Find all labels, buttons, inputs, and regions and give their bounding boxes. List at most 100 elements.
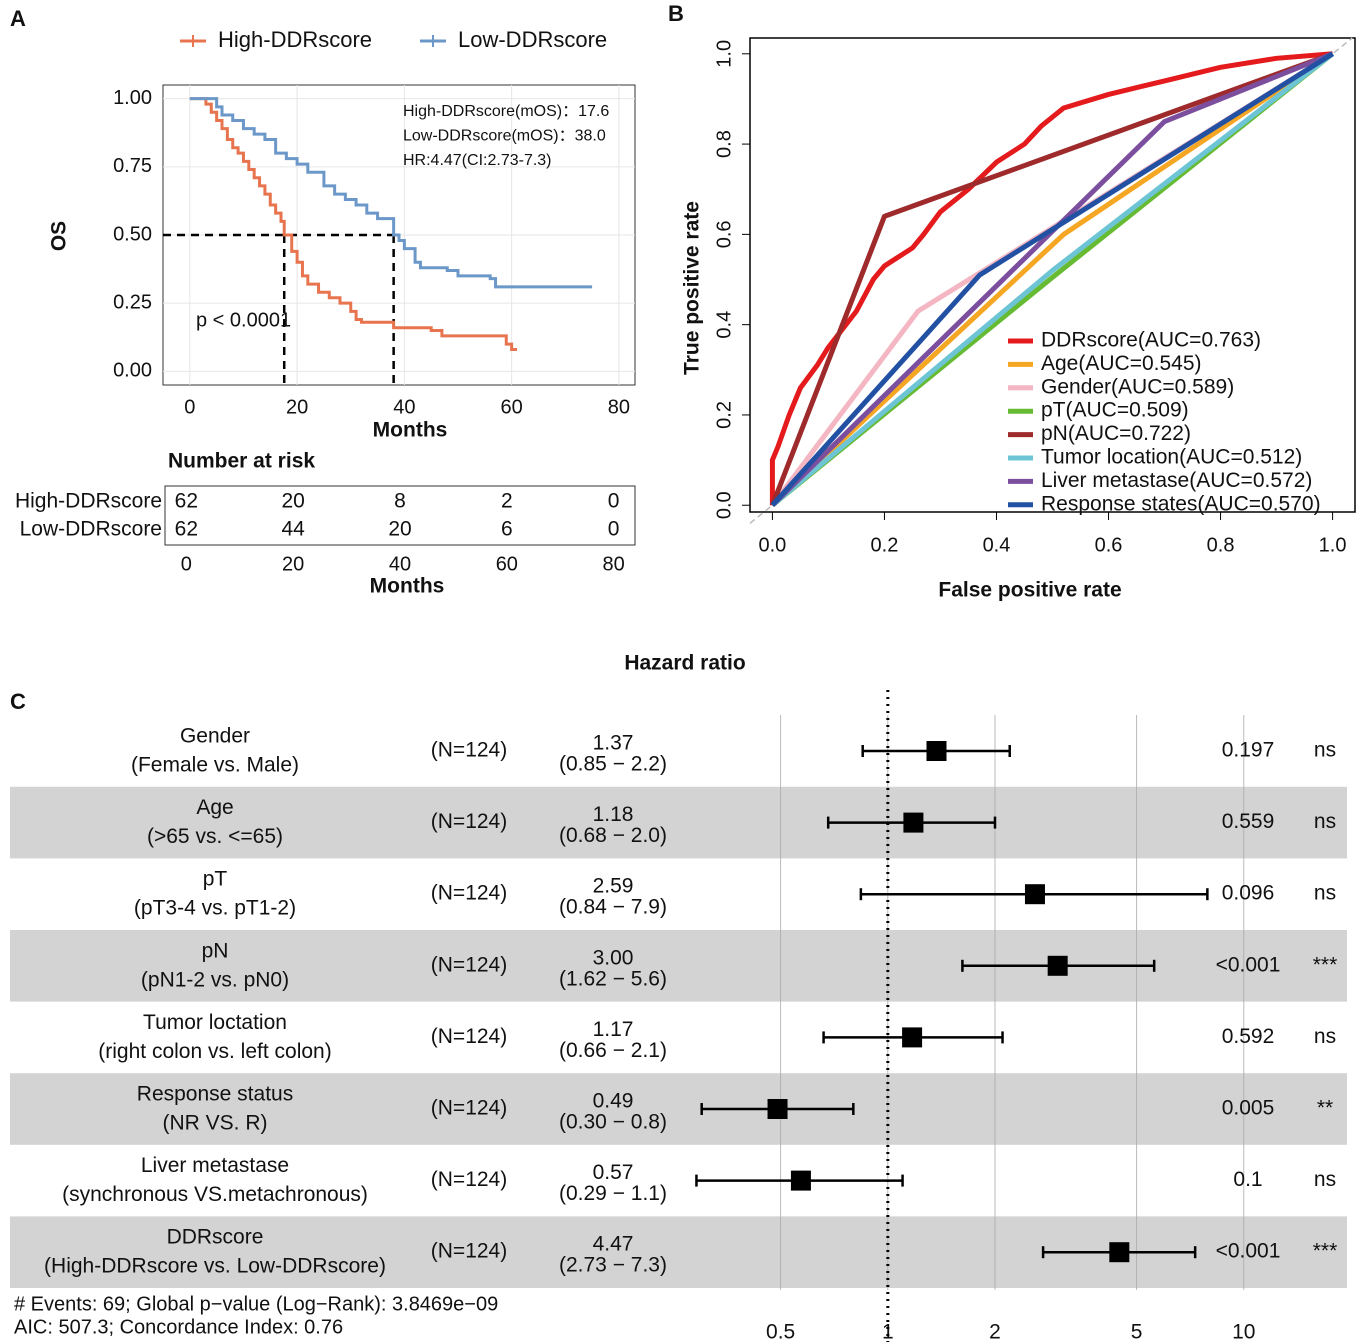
risk-row-name: High-DDRscore bbox=[15, 490, 162, 513]
hr-label: 1.17 bbox=[593, 1018, 634, 1041]
row-label: (pN1-2 vs. pN0) bbox=[141, 968, 289, 991]
x-axis-label: Months bbox=[370, 575, 445, 598]
risk-title: Number at risk bbox=[168, 450, 315, 473]
risk-count: 0 bbox=[608, 518, 620, 541]
row-label: (>65 vs. <=65) bbox=[147, 825, 283, 848]
annotation: Low-DDRscore(mOS)：38.0 bbox=[403, 128, 606, 145]
n-label: (N=124) bbox=[431, 1168, 507, 1191]
row-label: (Female vs. Male) bbox=[131, 754, 299, 777]
p-label: 0.559 bbox=[1222, 810, 1275, 833]
x-axis-label: False positive rate bbox=[938, 579, 1121, 602]
risk-count: 6 bbox=[501, 518, 513, 541]
x-tick-label: 10 bbox=[1232, 1321, 1255, 1342]
sig-label: ns bbox=[1314, 882, 1336, 905]
x-tick-label: 0.0 bbox=[759, 534, 787, 556]
annotation: High-DDRscore(mOS)：17.6 bbox=[403, 103, 609, 120]
sig-label: ns bbox=[1314, 1025, 1336, 1048]
legend-label: Liver metastase(AUC=0.572) bbox=[1041, 469, 1312, 492]
footer: # Events: 69; Global p−value (Log−Rank):… bbox=[14, 1293, 498, 1315]
ci-label: (1.62 − 5.6) bbox=[559, 967, 667, 990]
ci-label: (0.84 − 7.9) bbox=[559, 896, 667, 919]
x-tick-label: 5 bbox=[1131, 1321, 1143, 1342]
row-label: (NR VS. R) bbox=[163, 1112, 268, 1135]
y-tick-label: 0.8 bbox=[713, 130, 735, 158]
annotation: HR:4.47(CI:2.73-7.3) bbox=[403, 152, 552, 169]
n-label: (N=124) bbox=[431, 739, 507, 762]
y-tick-label: 1.0 bbox=[713, 40, 735, 68]
n-label: (N=124) bbox=[431, 810, 507, 833]
p-label: 0.592 bbox=[1222, 1025, 1275, 1048]
risk-count: 44 bbox=[282, 518, 306, 541]
hr-label: 4.47 bbox=[593, 1233, 634, 1256]
hr-point bbox=[767, 1099, 788, 1119]
x-tick-label: 1.0 bbox=[1319, 534, 1347, 556]
n-label: (N=124) bbox=[431, 1240, 507, 1263]
row-label: (right colon vs. left colon) bbox=[98, 1040, 331, 1063]
risk-table bbox=[164, 485, 636, 546]
x-tick-label: 0 bbox=[181, 553, 192, 575]
risk-count: 20 bbox=[388, 518, 411, 541]
x-tick-label: 0 bbox=[184, 396, 195, 418]
risk-count: 62 bbox=[175, 518, 198, 541]
x-tick-label: 60 bbox=[501, 396, 523, 418]
legend-label: Tumor location(AUC=0.512) bbox=[1041, 446, 1302, 469]
risk-row-name: Low-DDRscore bbox=[20, 518, 162, 541]
forest-title: Hazard ratio bbox=[624, 652, 745, 675]
survival-curve bbox=[189, 97, 517, 352]
legend-label: DDRscore(AUC=0.763) bbox=[1041, 329, 1261, 352]
hr-point bbox=[903, 812, 924, 833]
hr-point bbox=[926, 741, 947, 761]
y-tick-label: 0.25 bbox=[113, 291, 152, 313]
y-axis-label: OS bbox=[48, 221, 71, 251]
legend-label: Gender(AUC=0.589) bbox=[1041, 375, 1234, 398]
x-tick-label: 0.5 bbox=[766, 1321, 795, 1342]
sig-label: ** bbox=[1317, 1097, 1333, 1120]
panel-label: C bbox=[10, 689, 26, 714]
legend-label: High-DDRscore bbox=[218, 27, 372, 52]
hr-label: 3.00 bbox=[593, 946, 634, 969]
roc-curve bbox=[770, 51, 1334, 508]
ci-label: (2.73 − 7.3) bbox=[559, 1254, 667, 1277]
roc-curve bbox=[770, 51, 1334, 508]
x-tick-label: 20 bbox=[286, 396, 308, 418]
risk-count: 20 bbox=[282, 490, 305, 513]
risk-count: 2 bbox=[501, 490, 513, 513]
hr-label: 0.49 bbox=[593, 1090, 634, 1113]
x-tick-label: 0.6 bbox=[1095, 534, 1123, 556]
y-tick-label: 0.6 bbox=[713, 220, 735, 248]
roc-curve bbox=[769, 51, 1333, 506]
p-label: <0.001 bbox=[1216, 1240, 1281, 1263]
p-label: 0.197 bbox=[1222, 739, 1275, 762]
x-tick-label: 0.2 bbox=[871, 534, 899, 556]
x-tick-label: 0.4 bbox=[983, 534, 1011, 556]
y-tick-label: 0.4 bbox=[713, 311, 735, 339]
ci-label: (0.30 − 0.8) bbox=[559, 1111, 667, 1134]
x-tick-label: 40 bbox=[393, 396, 415, 418]
sig-label: *** bbox=[1313, 953, 1338, 976]
ci-label: (0.66 − 2.1) bbox=[559, 1039, 667, 1062]
footer: AIC: 507.3; Concordance Index: 0.76 bbox=[14, 1316, 343, 1338]
roc-curve bbox=[770, 51, 1334, 507]
legend-label: pT(AUC=0.509) bbox=[1041, 399, 1189, 422]
n-label: (N=124) bbox=[431, 953, 507, 976]
hr-point bbox=[1109, 1242, 1130, 1263]
n-label: (N=124) bbox=[431, 1097, 507, 1120]
row-label: (pT3-4 vs. pT1-2) bbox=[134, 897, 296, 920]
row-label: pN bbox=[202, 939, 229, 962]
row-label: Age bbox=[196, 796, 233, 819]
row-label: pT bbox=[203, 868, 228, 891]
legend-label: Age(AUC=0.545) bbox=[1041, 352, 1202, 375]
legend-label: pN(AUC=0.722) bbox=[1041, 422, 1191, 445]
sig-label: ns bbox=[1314, 1168, 1336, 1191]
hr-label: 2.59 bbox=[593, 875, 634, 898]
row-label: Response status bbox=[137, 1083, 293, 1106]
hr-label: 1.37 bbox=[593, 732, 634, 755]
n-label: (N=124) bbox=[431, 882, 507, 905]
x-tick-label: 60 bbox=[496, 553, 518, 575]
hr-label: 0.57 bbox=[593, 1161, 634, 1184]
ci-label: (0.85 − 2.2) bbox=[559, 753, 667, 776]
sig-label: ns bbox=[1314, 739, 1336, 762]
x-tick-label: 0.8 bbox=[1207, 534, 1235, 556]
x-axis-label: Months bbox=[373, 419, 448, 442]
